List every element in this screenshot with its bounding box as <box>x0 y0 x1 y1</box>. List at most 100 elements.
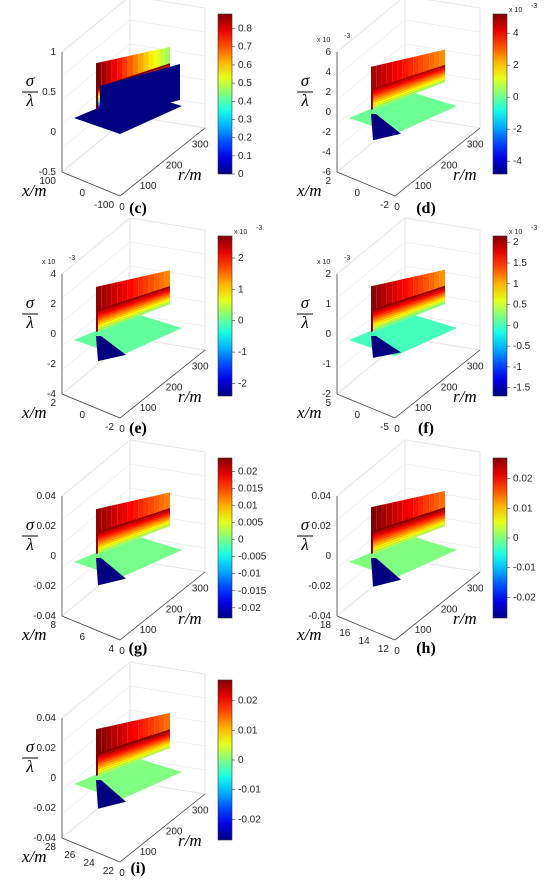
surface-gradient-band <box>373 522 445 552</box>
z-tick-label: 0 <box>325 107 331 118</box>
z-axis-title-den: λ <box>25 91 33 110</box>
colorbar-tick-label: -0.01 <box>238 785 261 796</box>
x-tick-label: 2 <box>50 398 56 409</box>
z-tick-label: 2 <box>325 269 331 280</box>
r-tick-label: 200 <box>441 604 458 615</box>
surface-gradient-band <box>373 71 445 100</box>
surface-gradient-band <box>98 524 170 554</box>
r-tick-label: 100 <box>415 181 432 192</box>
grid-line <box>336 241 406 299</box>
z-tick-label: 6 <box>325 47 331 58</box>
z-axis-title-num: σ <box>26 71 35 90</box>
surface-trough <box>371 114 401 141</box>
panel-caption-e: (e) <box>129 420 147 437</box>
surface-gradient-band <box>98 736 170 765</box>
x-tick-label: 8 <box>50 620 56 631</box>
colorbar-tick-label: 0.015 <box>238 484 263 495</box>
z-tick-label: 0 <box>325 329 331 340</box>
z-tick-label: 0 <box>50 329 56 340</box>
surface-gradient-band <box>373 287 445 314</box>
surface-gradient-band <box>373 294 445 323</box>
x-tick-label: 0 <box>354 188 360 199</box>
r-axis-title: r/m <box>178 831 202 850</box>
x-axis-line <box>61 393 121 419</box>
z-exponent-power: -3 <box>344 33 350 40</box>
surface-trough <box>96 336 126 362</box>
grid-line <box>336 463 406 521</box>
surface-gradient-band <box>373 514 445 543</box>
r-tick-label: 300 <box>192 361 209 372</box>
surface-gradient-band <box>98 522 170 552</box>
surface-gradient-band <box>373 285 445 312</box>
chart-panel-f: 2 1 0 -1 -2 x 10 -3 5 0 -5 0 100 200 300 σ λ x/m r/m 2 1.5 1… <box>275 216 550 444</box>
r-tick-label: 200 <box>166 826 183 837</box>
surface-gradient-band <box>98 740 170 769</box>
colorbar-tick-label: 0.02 <box>238 696 258 707</box>
surface-gradient-band <box>98 729 170 755</box>
x-tick-label: 14 <box>359 636 371 647</box>
z-tick-label: 0 <box>50 551 56 562</box>
surface-gradient-band <box>373 296 445 326</box>
colorbar-tick-label: -0.01 <box>238 569 261 580</box>
surface-gradient-band <box>98 520 170 550</box>
x-tick-label: 16 <box>339 628 351 639</box>
surface-gradient-band <box>98 302 170 332</box>
surface-gradient-band <box>98 731 170 758</box>
x-tick-label: 22 <box>103 866 115 877</box>
colorbar-tick-label: 1 <box>513 279 519 290</box>
surface-gradient-band <box>373 516 445 545</box>
colorbar-tick-label: 0 <box>238 755 244 766</box>
surface-trough <box>96 558 126 586</box>
r-axis-line <box>394 349 481 419</box>
r-tick-label: 300 <box>467 583 484 594</box>
colorbar-tick-label: -1 <box>238 347 247 358</box>
colorbar-tick-label: -0.005 <box>238 552 267 563</box>
r-tick-label: 300 <box>192 139 209 150</box>
colorbar-exponent-power: -3 <box>531 3 537 10</box>
surface-trough <box>371 336 401 358</box>
surface-gradient-band <box>373 69 445 98</box>
colorbar-exponent-power: -3 <box>531 225 537 232</box>
surface-gradient-band <box>98 518 170 548</box>
r-tick-label: 0 <box>119 868 125 879</box>
z-exponent-label: x 10 <box>42 259 55 266</box>
z-tick-label: -1 <box>322 359 331 370</box>
z-tick-label: 2 <box>325 87 331 98</box>
colorbar-tick-label: 2 <box>513 237 519 248</box>
surface-gradient-band <box>373 66 445 93</box>
surface-gradient-band <box>98 291 170 319</box>
surface-gradient-band <box>98 513 170 541</box>
colorbar-tick-label: -0.01 <box>513 563 536 574</box>
surface-gradient-band <box>98 287 170 314</box>
z-exponent-label: x 10 <box>317 37 330 44</box>
surface-gradient-band <box>373 518 445 547</box>
x-tick-label: 24 <box>84 858 96 869</box>
colorbar-tick-label: 2 <box>238 253 244 264</box>
r-tick-label: 0 <box>119 646 125 657</box>
colorbar <box>492 457 508 619</box>
r-axis-line <box>119 793 206 863</box>
x-axis-line <box>336 171 396 197</box>
z-axis-title-num: σ <box>301 293 310 312</box>
colorbar-tick-label: -2 <box>238 378 247 389</box>
r-tick-label: 0 <box>394 202 400 213</box>
z-axis-title-num: σ <box>26 515 35 534</box>
r-tick-label: 200 <box>441 160 458 171</box>
x-tick-label: 4 <box>108 644 114 655</box>
x-tick-label: -2 <box>105 422 114 433</box>
surface-gradient-band <box>373 509 445 536</box>
z-tick-label: -0.04 <box>33 611 56 622</box>
z-tick-label: -0.04 <box>308 611 331 622</box>
colorbar-tick-label: 0.1 <box>238 151 252 162</box>
colorbar-tick-label: -0.5 <box>513 341 531 352</box>
colorbar-tick-label: -0.02 <box>238 814 261 825</box>
x-axis-line <box>336 393 396 419</box>
panel-caption-g: (g) <box>128 640 148 657</box>
z-tick-label: -0.02 <box>308 581 331 592</box>
z-axis-title-num: σ <box>301 515 310 534</box>
x-tick-label: 100 <box>39 176 56 187</box>
surface-gradient-band <box>373 78 445 108</box>
colorbar-exponent-label: x 10 <box>509 7 522 14</box>
z-tick-label: 0.02 <box>37 743 57 754</box>
x-tick-label: 0 <box>354 410 360 421</box>
